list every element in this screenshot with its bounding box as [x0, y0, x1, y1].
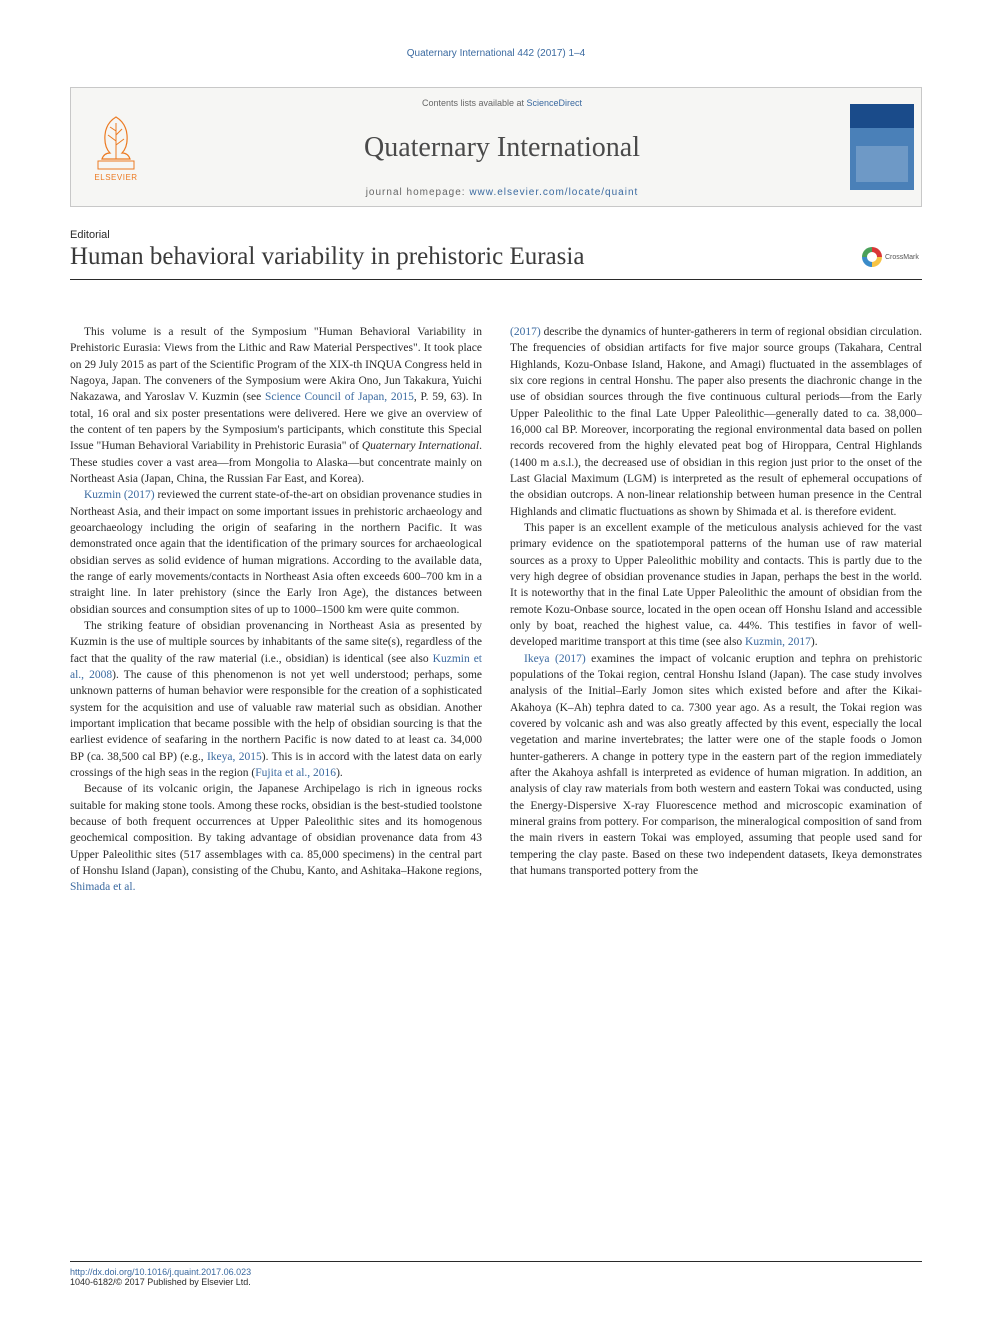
- journal-header: ELSEVIER Contents lists available at Sci…: [70, 87, 922, 207]
- crossmark-label: CrossMark: [885, 254, 919, 261]
- ref-link[interactable]: Kuzmin (2017): [84, 489, 155, 501]
- ref-link[interactable]: (2017): [510, 326, 541, 338]
- column-right: (2017) describe the dynamics of hunter-g…: [510, 324, 922, 895]
- ref-link[interactable]: Kuzmin, 2017: [745, 636, 811, 648]
- crossmark-badge[interactable]: CrossMark: [862, 244, 922, 270]
- para-4: Because of its volcanic origin, the Japa…: [70, 781, 482, 895]
- publisher-logo-block: ELSEVIER: [71, 88, 161, 206]
- article-title: Human behavioral variability in prehisto…: [70, 243, 584, 271]
- ref-link[interactable]: Fujita et al., 2016: [255, 767, 336, 779]
- journal-cover-thumbnail: [850, 104, 914, 190]
- homepage-prefix: journal homepage:: [366, 187, 470, 198]
- copyright-line: 1040-6182/© 2017 Published by Elsevier L…: [70, 1277, 922, 1287]
- contents-prefix: Contents lists available at: [422, 98, 527, 108]
- para-r1: (2017) describe the dynamics of hunter-g…: [510, 324, 922, 520]
- para-3: The striking feature of obsidian provena…: [70, 618, 482, 781]
- ref-link[interactable]: Ikeya, 2015: [207, 751, 262, 763]
- page-footer: http://dx.doi.org/10.1016/j.quaint.2017.…: [70, 1261, 922, 1287]
- column-left: This volume is a result of the Symposium…: [70, 324, 482, 895]
- journal-name: Quaternary International: [364, 132, 640, 164]
- ref-link[interactable]: Ikeya (2017): [524, 653, 586, 665]
- elsevier-tree-icon: [90, 113, 142, 171]
- citation-line: Quaternary International 442 (2017) 1–4: [70, 48, 922, 59]
- article-type: Editorial: [70, 229, 922, 241]
- homepage-link[interactable]: www.elsevier.com/locate/quaint: [469, 187, 638, 198]
- para-r3: Ikeya (2017) examines the impact of volc…: [510, 651, 922, 880]
- ref-link[interactable]: Shimada et al.: [70, 881, 135, 893]
- para-1: This volume is a result of the Symposium…: [70, 324, 482, 487]
- sciencedirect-link[interactable]: ScienceDirect: [527, 98, 583, 108]
- para-r2: This paper is an excellent example of th…: [510, 520, 922, 651]
- crossmark-icon: [862, 247, 882, 267]
- header-center: Contents lists available at ScienceDirec…: [161, 88, 843, 206]
- contents-available-line: Contents lists available at ScienceDirec…: [422, 98, 582, 108]
- title-row: Human behavioral variability in prehisto…: [70, 243, 922, 280]
- ref-link[interactable]: Science Council of Japan, 2015: [265, 391, 414, 403]
- publisher-label: ELSEVIER: [94, 173, 137, 182]
- homepage-line: journal homepage: www.elsevier.com/locat…: [366, 187, 639, 198]
- cover-thumbnail-block: [843, 88, 921, 206]
- doi-link[interactable]: http://dx.doi.org/10.1016/j.quaint.2017.…: [70, 1267, 922, 1277]
- para-2: Kuzmin (2017) reviewed the current state…: [70, 487, 482, 618]
- body-columns: This volume is a result of the Symposium…: [70, 324, 922, 895]
